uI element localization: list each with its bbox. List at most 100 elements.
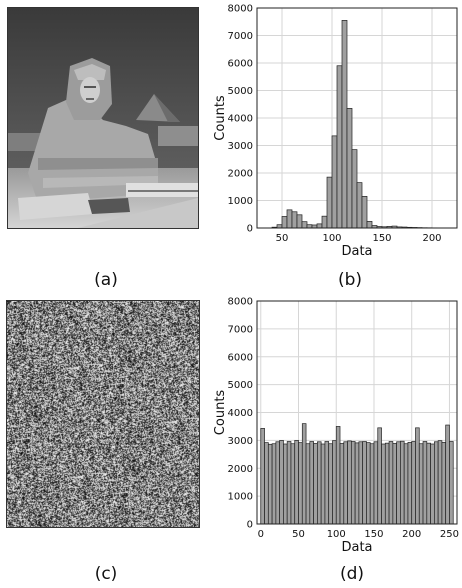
histogram-bar [396,441,401,525]
histogram-b: 0 1000 2000 3000 4000 5000 6000 7000 8000 50 100 15… [213,4,458,259]
histogram-bar [369,443,375,525]
y-tick-label: 2000 [228,169,253,180]
histogram-bar [418,443,424,525]
histogram-bar [350,441,356,525]
histogram-bar [326,176,333,229]
histogram-bar [313,443,318,525]
histogram-bar [298,442,303,525]
y-tick-label: 7000 [228,31,253,42]
x-tick-label: 200 [422,233,441,244]
x-tick-label: 250 [440,529,459,540]
x-tick-label: 150 [364,529,383,540]
histogram-bar [445,424,450,525]
histogram-bar [381,443,386,525]
histogram-bar [279,440,284,525]
noise-canvas [7,301,199,527]
y-axis-label: Counts [213,390,228,436]
histogram-bar [343,441,348,525]
histogram-bar [361,196,368,229]
histogram-bar [324,441,330,525]
histogram-bar [267,443,273,525]
y-tick-label: 1000 [228,196,253,207]
sphinx-photo [7,7,199,229]
x-tick-label: 50 [292,529,305,540]
histogram-bar [309,441,314,525]
y-tick-label: 6000 [228,352,253,363]
histogram-bar [346,108,353,229]
histogram-bar [294,440,299,525]
histogram-bar [347,440,352,525]
histogram-bar [331,135,338,229]
x-axis-label: Data [341,244,372,259]
y-tick-label: 4000 [228,114,253,125]
sphinx-photo-drawing [8,8,198,228]
histogram-bar [339,443,345,525]
x-tick-label: 100 [327,529,346,540]
histogram-bar [317,441,322,525]
panel-label-b: (b) [337,270,363,290]
y-tick-label: 4000 [228,408,253,419]
histogram-bar [332,440,337,525]
histogram-bar [449,441,454,525]
y-tick-label: 5000 [228,380,253,391]
y-tick-label: 8000 [228,4,253,15]
x-tick-label: 200 [402,529,421,540]
histogram-bar [356,182,363,229]
histogram-bar [388,441,394,525]
histogram-bar [296,214,303,229]
histogram-bar [264,442,269,525]
histogram-bar [336,65,343,229]
histogram-bar [328,443,333,525]
histogram-bar [403,443,409,525]
encrypted-image [6,300,200,528]
x-tick-label: 100 [322,233,341,244]
histogram-bar [335,426,341,525]
histogram-bar [354,442,360,525]
y-tick-label: 5000 [228,86,253,97]
x-tick-label: 50 [276,233,289,244]
histogram-bar [366,442,371,525]
histogram-bar [437,440,443,525]
histogram-bar [373,441,379,525]
histogram-bar [305,443,311,525]
histogram-bar [400,440,405,525]
plot-frame [256,7,458,229]
x-axis-label: Data [341,540,372,555]
y-tick-label: 0 [247,520,253,531]
histogram-bar [434,441,439,525]
histogram-bar [275,441,280,525]
panel-label-d: (d) [339,564,365,584]
histogram-bar [384,442,390,525]
histogram-bar [301,221,308,229]
histogram-bar [377,427,382,525]
histogram-bar [407,441,413,525]
histogram-bar [422,441,428,525]
histogram-bar [316,223,323,229]
histogram-bar [366,221,373,229]
histogram-bar [362,441,367,525]
histogram-bar [351,149,358,229]
histogram-bar [271,443,277,525]
y-tick-label: 1000 [228,492,253,503]
histogram-bar [341,20,348,229]
histogram-bar [281,216,288,229]
histogram-bar [286,441,292,525]
histogram-bar [291,211,298,229]
histogram-bar [290,443,296,525]
histogram-bar [320,443,326,525]
histogram-bar [411,441,416,525]
histogram-bar [286,209,293,229]
y-tick-label: 6000 [228,59,253,70]
y-tick-label: 3000 [228,436,253,447]
histogram-bar [283,443,288,525]
histogram-bar [426,442,431,525]
y-tick-label: 7000 [228,324,253,335]
histogram-bar [321,215,328,229]
histogram-bar [430,443,435,525]
y-tick-label: 2000 [228,464,253,475]
histogram-bar [392,443,397,525]
histogram-bar [441,441,447,525]
panel-label-a: (a) [94,270,118,290]
x-tick-label: 150 [372,233,391,244]
y-axis-label: Counts [213,95,228,141]
